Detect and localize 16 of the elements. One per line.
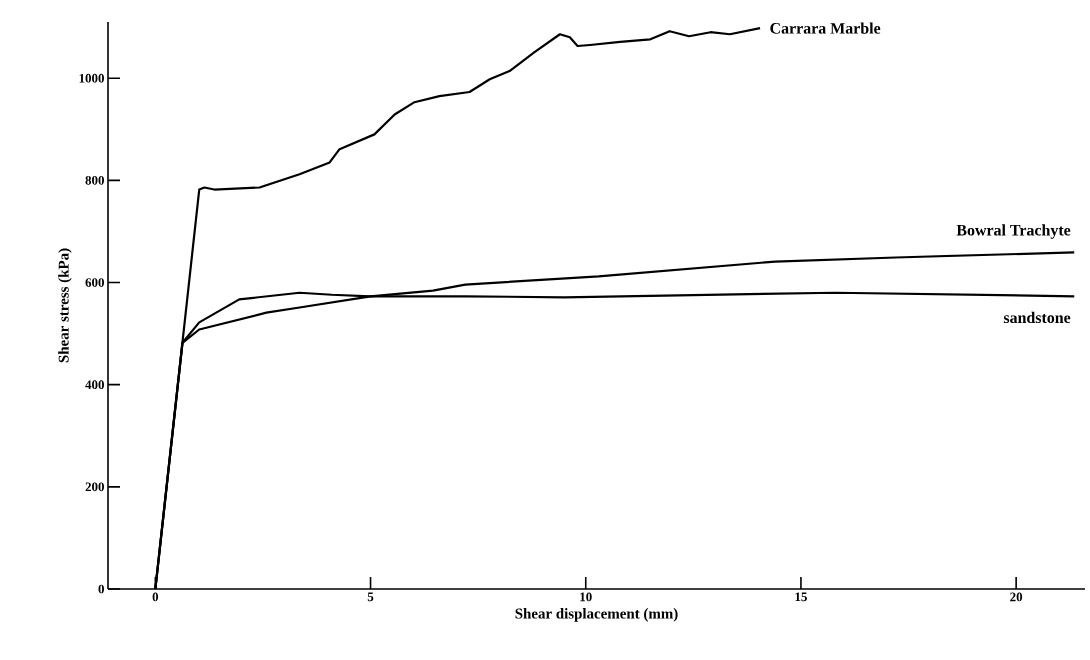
x-tick-label: 10 bbox=[580, 592, 592, 602]
y-tick-label: 600 bbox=[85, 278, 104, 287]
series-label: Carrara Marble bbox=[770, 22, 881, 34]
y-tick-label: 0 bbox=[98, 584, 104, 594]
y-tick-label: 400 bbox=[85, 380, 104, 390]
x-axis-title: Shear displacement (mm) bbox=[515, 608, 678, 622]
y-tick-label: 1000 bbox=[79, 73, 104, 83]
series-label: Bowral Trachyte bbox=[956, 224, 1071, 239]
y-tick-label: 200 bbox=[85, 482, 104, 492]
series-label: sandstone bbox=[1003, 311, 1071, 324]
x-tick-label: 5 bbox=[367, 592, 374, 602]
x-tick-label: 20 bbox=[1010, 592, 1023, 602]
y-tick-label: 800 bbox=[85, 175, 104, 185]
x-tick-label: 15 bbox=[795, 592, 807, 602]
x-tick-label: 0 bbox=[152, 592, 159, 602]
y-axis-title: Shear stress (kPa) bbox=[58, 248, 72, 363]
